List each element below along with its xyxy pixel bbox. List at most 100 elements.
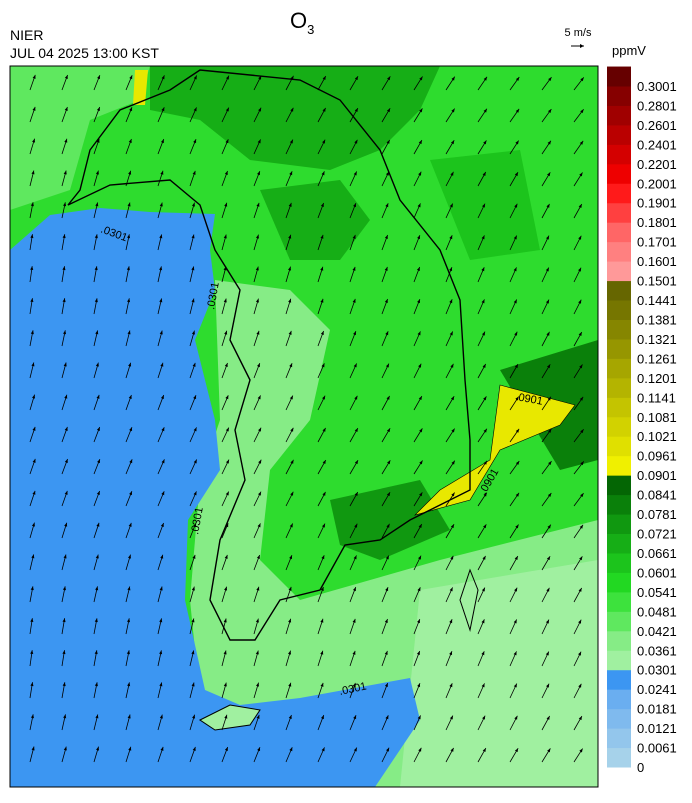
wind-arrow-head: [225, 139, 229, 144]
wind-arrow-head: [418, 555, 422, 560]
wind-arrow-head: [579, 396, 584, 401]
wind-arrow-head: [513, 619, 517, 624]
wind-arrow-head: [288, 330, 292, 335]
wind-arrow-head: [514, 587, 518, 592]
wind-arrow-head: [257, 523, 261, 528]
wind-arrow-head: [159, 586, 163, 591]
wind-arrow-head: [288, 586, 292, 591]
wind-arrow-head: [192, 714, 196, 719]
wind-arrow-head: [579, 140, 584, 145]
wind-arrow-head: [129, 491, 132, 496]
wind-arrow-head: [385, 363, 389, 368]
colorbar-label: 0.1201: [637, 371, 677, 386]
wind-arrow-head: [450, 396, 455, 401]
wind-arrow-head: [191, 330, 195, 335]
wind-arrow-head: [483, 396, 487, 401]
title-main: O: [290, 8, 307, 33]
colorbar-bin: [607, 552, 631, 573]
wind-arrow-head: [578, 619, 582, 624]
wind-arrow-head: [320, 682, 324, 687]
field-high: [133, 70, 148, 105]
wind-arrow-head: [354, 139, 358, 144]
wind-arrow-head: [127, 330, 131, 335]
wind-arrow-head: [321, 747, 325, 752]
field-dark: [330, 480, 450, 560]
wind-arrow-head: [481, 331, 485, 336]
wind-arrow-head: [64, 75, 68, 80]
wind-arrow-head: [224, 586, 228, 591]
wind-arrow-head: [161, 427, 165, 432]
colorbar-label: 0.1261: [637, 351, 677, 366]
wind-arrow-head: [159, 650, 163, 655]
wind-arrow-head: [95, 554, 99, 559]
wind-arrow-head: [96, 107, 100, 112]
wind-arrow-head: [31, 522, 35, 527]
wind-arrow-head: [256, 202, 260, 207]
colorbar-label: 0.1501: [637, 274, 677, 289]
colorbar-bin: [607, 300, 631, 320]
colorbar-label: 0.0061: [637, 741, 677, 756]
wind-arrow-head: [159, 714, 163, 719]
colorbar-label: 0: [637, 760, 644, 775]
wind-arrow-head: [96, 427, 100, 432]
wind-arrow-head: [320, 586, 324, 591]
wind-arrow-head: [289, 747, 293, 752]
wind-arrow-head: [513, 235, 517, 240]
colorbar-label: 0.0421: [637, 624, 677, 639]
wind-arrow-head: [322, 76, 326, 80]
wind-arrow-head: [515, 492, 520, 497]
wind-arrow-head: [256, 682, 260, 687]
wind-arrow-head: [258, 427, 262, 432]
wind-arrow-head: [64, 394, 68, 399]
wind-arrow-head: [417, 299, 420, 304]
wind-arrow-head: [482, 715, 486, 720]
wind-arrow-head: [514, 331, 518, 336]
wind-arrow-head: [450, 524, 455, 529]
wind-arrow-head: [127, 682, 131, 687]
contour-label: .0301: [189, 506, 206, 535]
wind-arrow-head: [96, 522, 100, 527]
wind-arrow-head: [451, 108, 455, 113]
wind-arrow-head: [159, 682, 163, 687]
wind-arrow-head: [353, 331, 356, 336]
wind-arrow-head: [353, 171, 357, 176]
wind-arrow-head: [449, 299, 453, 304]
colorbar-bin: [607, 611, 631, 632]
wind-arrow-head: [386, 747, 390, 752]
wind-arrow-head: [161, 107, 165, 112]
wind-arrow-head: [63, 746, 67, 751]
colorbar-label: 0.2601: [637, 118, 677, 133]
wind-arrow-head: [450, 747, 454, 752]
wind-arrow-head: [548, 77, 552, 82]
wind-arrow-head: [417, 203, 421, 208]
wind-arrow-head: [31, 746, 35, 751]
wind-arrow-head: [449, 619, 453, 624]
wind-arrow-head: [515, 428, 520, 433]
wind-arrow-head: [515, 108, 520, 113]
wind-arrow-head: [483, 76, 488, 81]
colorbar-label: 0.1381: [637, 312, 677, 327]
wind-arrow-head: [193, 523, 196, 528]
colorbar-bin: [607, 241, 631, 262]
wind-arrow-head: [31, 362, 35, 367]
wind-arrow-head: [30, 234, 34, 239]
wind-arrow-head: [449, 267, 453, 272]
colorbar-bin: [607, 261, 631, 282]
wind-arrow-head: [63, 202, 67, 207]
wind-arrow-head: [62, 682, 66, 687]
wind-arrow-head: [191, 234, 195, 239]
wind-arrow-head: [579, 748, 583, 753]
wind-arrow-head: [354, 108, 358, 113]
wind-arrow-head: [515, 524, 519, 529]
colorbar-label: 0.0781: [637, 507, 677, 522]
wind-arrow-head: [547, 109, 552, 113]
wind-arrow-head: [579, 524, 584, 529]
colorbar-label: 0.0181: [637, 702, 677, 717]
wind-arrow-head: [321, 555, 325, 560]
wind-arrow-head: [289, 395, 293, 400]
colorbar-label: 0.0481: [637, 604, 677, 619]
colorbar-bin: [607, 689, 631, 710]
colorbar-bin: [607, 416, 631, 437]
colorbar-bin: [607, 669, 631, 690]
wind-arrow-head: [483, 524, 487, 529]
